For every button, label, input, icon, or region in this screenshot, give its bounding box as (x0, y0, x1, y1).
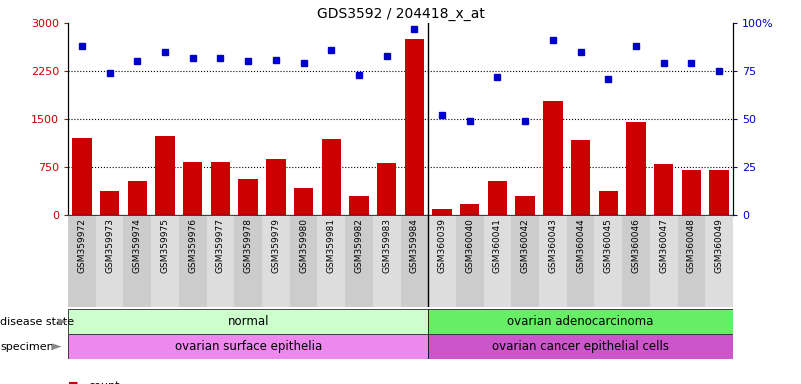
Bar (235, 215, 262, 307)
Bar (96, 215, 123, 307)
Text: GSM360042: GSM360042 (521, 218, 529, 273)
Text: GSM360046: GSM360046 (631, 218, 641, 273)
Text: normal: normal (227, 315, 269, 328)
Text: count: count (88, 381, 119, 384)
Text: specimen: specimen (0, 341, 54, 352)
Bar (516, 197, 535, 215)
Text: GSM359977: GSM359977 (216, 218, 225, 273)
Bar (484, 215, 511, 307)
Text: GSM360039: GSM360039 (437, 218, 446, 273)
Text: ovarian surface epithelia: ovarian surface epithelia (175, 340, 322, 353)
Text: GSM359975: GSM359975 (160, 218, 170, 273)
Bar (290, 215, 317, 307)
Bar (100, 191, 119, 215)
Bar (598, 191, 618, 215)
Text: GSM360049: GSM360049 (714, 218, 723, 273)
Text: GSM359973: GSM359973 (105, 218, 114, 273)
Bar (262, 215, 290, 307)
Bar (123, 215, 151, 307)
Bar (155, 136, 175, 215)
Text: ►: ► (58, 315, 67, 328)
Text: GSM360048: GSM360048 (687, 218, 696, 273)
Bar (429, 309, 733, 334)
Bar (349, 197, 368, 215)
Bar (429, 334, 733, 359)
Bar (626, 122, 646, 215)
Bar (429, 215, 456, 307)
Bar (266, 159, 285, 215)
Text: GSM359982: GSM359982 (355, 218, 364, 273)
Bar (543, 101, 562, 215)
Bar (571, 140, 590, 215)
Text: ►: ► (52, 340, 62, 353)
Text: GSM359981: GSM359981 (327, 218, 336, 273)
Bar (68, 309, 429, 334)
Bar (488, 181, 507, 215)
Text: GSM360045: GSM360045 (604, 218, 613, 273)
Bar (239, 179, 258, 215)
Text: ■: ■ (68, 381, 78, 384)
Bar (650, 215, 678, 307)
Bar (294, 187, 313, 215)
Text: ovarian cancer epithelial cells: ovarian cancer epithelial cells (492, 340, 669, 353)
Bar (72, 138, 91, 215)
Text: GSM359976: GSM359976 (188, 218, 197, 273)
Bar (405, 39, 424, 215)
Bar (127, 181, 147, 215)
Text: GSM360047: GSM360047 (659, 218, 668, 273)
Bar (400, 215, 429, 307)
Text: GSM359984: GSM359984 (410, 218, 419, 273)
Bar (179, 215, 207, 307)
Bar (345, 215, 372, 307)
Text: GSM359983: GSM359983 (382, 218, 391, 273)
Text: GSM360044: GSM360044 (576, 218, 585, 273)
Bar (539, 215, 567, 307)
Text: GSM359980: GSM359980 (299, 218, 308, 273)
Text: GSM359972: GSM359972 (78, 218, 87, 273)
Bar (372, 215, 400, 307)
Title: GDS3592 / 204418_x_at: GDS3592 / 204418_x_at (316, 7, 485, 21)
Bar (567, 215, 594, 307)
Bar (682, 170, 701, 215)
Bar (460, 204, 480, 215)
Bar (622, 215, 650, 307)
Text: ovarian adenocarcinoma: ovarian adenocarcinoma (507, 315, 654, 328)
Bar (705, 215, 733, 307)
Bar (317, 215, 345, 307)
Bar (594, 215, 622, 307)
Text: GSM360040: GSM360040 (465, 218, 474, 273)
Bar (68, 215, 96, 307)
Bar (207, 215, 235, 307)
Bar (678, 215, 705, 307)
Bar (211, 162, 230, 215)
Bar (433, 209, 452, 215)
Bar (151, 215, 179, 307)
Bar (321, 139, 341, 215)
Text: GSM360041: GSM360041 (493, 218, 502, 273)
Text: GSM359978: GSM359978 (244, 218, 252, 273)
Text: GSM360043: GSM360043 (549, 218, 557, 273)
Bar (377, 162, 396, 215)
Bar (68, 334, 429, 359)
Text: GSM359974: GSM359974 (133, 218, 142, 273)
Bar (456, 215, 484, 307)
Bar (183, 162, 203, 215)
Text: GSM359979: GSM359979 (272, 218, 280, 273)
Bar (511, 215, 539, 307)
Bar (710, 170, 729, 215)
Bar (654, 164, 674, 215)
Text: disease state: disease state (0, 316, 74, 327)
